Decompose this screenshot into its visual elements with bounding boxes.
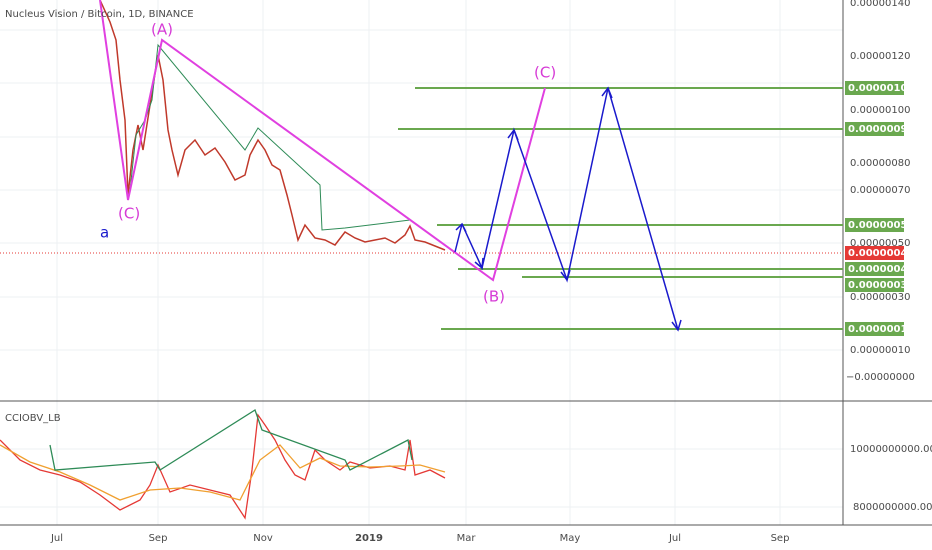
level-boxes (845, 81, 904, 336)
indicator-tick: 8000000000.0000 (853, 502, 932, 513)
price-tick: 0.00000010 (850, 345, 910, 356)
level-label: 0.00000017 (848, 324, 914, 335)
level-label: 0.00000057 (848, 220, 914, 231)
price-tick: −0.00000000 (846, 372, 915, 383)
price-tick: 0.00000050 (850, 238, 910, 249)
price-tick: 0.00000120 (850, 51, 910, 62)
time-tick: Jul (50, 533, 63, 544)
indicator-average (0, 444, 446, 501)
price-tick: 0.00000030 (850, 292, 910, 303)
time-tick: Nov (253, 533, 273, 544)
wave-label: (C) (118, 205, 140, 223)
price-tick: 0.00000070 (850, 185, 910, 196)
last-price-label: 0.00000046 (848, 248, 914, 259)
time-tick: Mar (457, 533, 477, 544)
projection-arrow (454, 223, 463, 253)
time-tick: Jul (668, 533, 681, 544)
level-label: 0.00000036 (848, 280, 914, 291)
indicator-tick: 10000000000.0000 (850, 444, 932, 455)
level-label: 0.00000108 (848, 83, 914, 94)
header-title: Nucleus Vision / Bitcoin, 1D, BINANCE (5, 9, 194, 20)
time-tick: May (560, 533, 581, 544)
price-tick: 0.00000080 (850, 158, 910, 169)
arrow-heads (455, 86, 682, 332)
wave-line (99, 0, 546, 282)
indicator-up (49, 409, 413, 471)
wave-label: (B) (483, 288, 505, 306)
time-tick: Sep (149, 533, 168, 544)
indicator-name: CCIOBV_LB (5, 413, 61, 424)
wave-label: (C) (534, 64, 556, 82)
wave-label: a (100, 224, 109, 242)
price-tick: 0.00000100 (850, 105, 910, 116)
time-tick: 2019 (355, 533, 383, 544)
projection-path (461, 87, 679, 331)
price-candles-up (129, 43, 411, 231)
wave-label: (A) (151, 21, 173, 39)
level-label: 0.00000092 (848, 124, 914, 135)
time-axis: Jul Sep Nov 2019 Mar May Jul Sep (50, 533, 789, 544)
grid (0, 0, 843, 525)
price-tick: 0.00000140 (850, 0, 910, 9)
time-tick: Sep (771, 533, 790, 544)
level-label: 0.00000040 (848, 264, 914, 275)
level-lines (398, 87, 843, 330)
